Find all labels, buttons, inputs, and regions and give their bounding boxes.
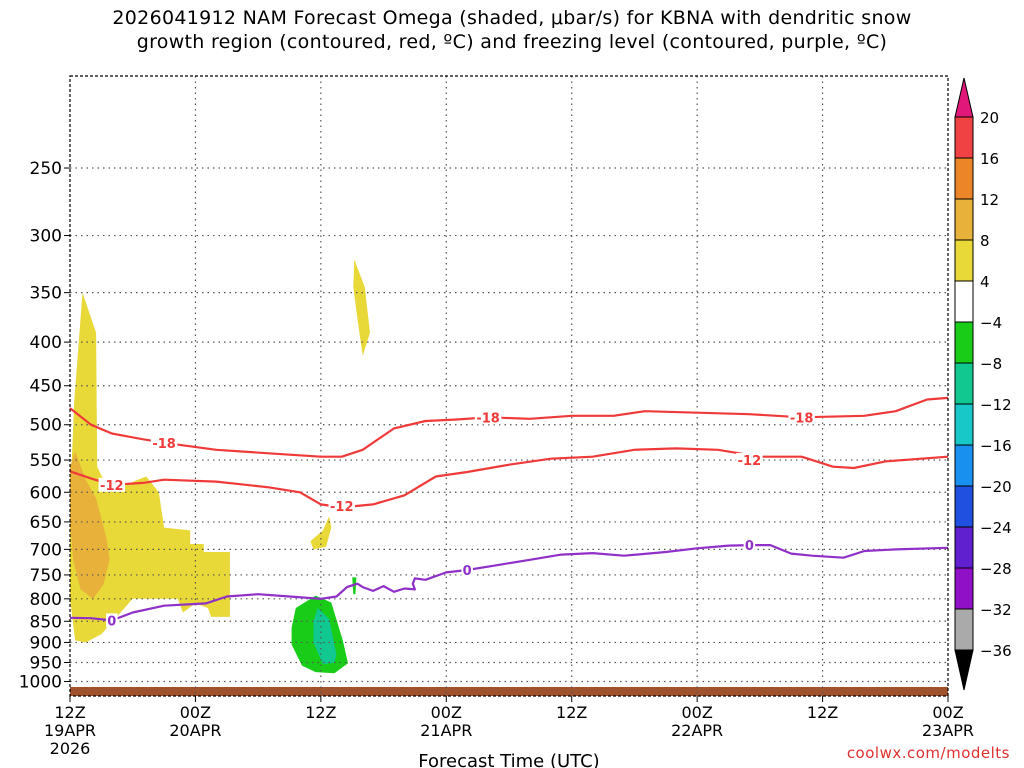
colorbar-band-7 <box>954 403 974 446</box>
y-tick-label-300: 300 <box>30 227 62 247</box>
omega-region-3 <box>353 259 370 356</box>
y-tick-label-900: 900 <box>30 633 62 653</box>
x-tick-label-84-l1: 00Z <box>932 703 963 722</box>
colorbar-band-0 <box>954 116 974 159</box>
contour-label-bg-1-1 <box>328 499 356 514</box>
x-tick-label-0-l3: 2026 <box>50 739 91 758</box>
contour-label-bg-2-1 <box>461 562 473 577</box>
contour-label-2-1: 0 <box>463 564 472 579</box>
colorbar-band-8 <box>954 444 974 487</box>
colorbar-band-5 <box>954 321 974 364</box>
colorbar-band-4 <box>954 280 974 323</box>
y-tick-label-450: 450 <box>30 377 62 397</box>
y-tick-label-550: 550 <box>30 451 62 471</box>
contour-label-bg-2-0 <box>106 613 118 628</box>
contour-label-1-0: -12 <box>100 479 124 494</box>
y-tick-label-700: 700 <box>30 540 62 560</box>
colorbar-label-2: 12 <box>980 191 999 209</box>
contour-label-0-2: -18 <box>790 411 814 426</box>
contour-label-bg-1-2 <box>736 453 763 468</box>
colorbar-label-12: −32 <box>980 601 1012 619</box>
x-tick-label-12-l2: 20APR <box>169 721 221 740</box>
contour-label-bg-1-0 <box>98 477 126 492</box>
y-tick-label-250: 250 <box>30 159 62 179</box>
y-tick-label-600: 600 <box>30 483 62 503</box>
contour-label-bg-0-2 <box>788 410 815 425</box>
x-tick-label-24-l1: 12Z <box>305 703 336 722</box>
contour-label-1-2: -12 <box>738 454 762 469</box>
omega-region-1 <box>70 451 110 599</box>
contour-label-bg-0-0 <box>150 435 178 450</box>
colorbar-band-10 <box>954 526 974 569</box>
x-tick-label-60-l2: 22APR <box>671 721 723 740</box>
terrain-fill <box>70 686 948 696</box>
axes-layer: 2503003504004505005506006507007508008509… <box>19 75 974 758</box>
contour-layer: -18 -18 -18 -12 -12 -12 0 0 0 <box>69 396 949 629</box>
contour-line-2 <box>69 543 949 622</box>
x-tick-label-0-l1: 12Z <box>54 703 85 722</box>
y-tick-label-350: 350 <box>30 284 62 304</box>
grid-layer <box>70 76 948 696</box>
colorbar-label-5: −4 <box>980 314 1002 332</box>
y-tick-label-950: 950 <box>30 653 62 673</box>
y-tick-label-650: 650 <box>30 513 62 533</box>
x-tick-label-36-l1: 00Z <box>431 703 462 722</box>
x-tick-label-72-l1: 12Z <box>807 703 838 722</box>
colorbar-band-9 <box>954 485 974 528</box>
x-tick-label-12-l1: 00Z <box>180 703 211 722</box>
colorbar-label-9: −20 <box>980 478 1012 496</box>
x-tick-label-36-l2: 21APR <box>420 721 472 740</box>
colorbar: 20 16 12 8 4 −4 −8 −12 −16 −20 −24 −28 −32 −36 <box>954 77 1012 691</box>
title-line-2: growth region (contoured, red, ºC) and f… <box>136 31 888 53</box>
omega-shading-layer <box>70 259 370 674</box>
y-tick-label-400: 400 <box>30 333 62 353</box>
x-axis-label: Forecast Time (UTC) <box>418 751 599 768</box>
contour-line-1 <box>69 447 949 509</box>
contour-label-bg-2-2 <box>743 538 756 553</box>
contour-label-2-0: 0 <box>107 614 116 629</box>
colorbar-band-12 <box>954 608 974 651</box>
contour-label-bg-0-1 <box>474 410 502 425</box>
colorbar-band-11 <box>954 567 974 610</box>
contour-label-0-1: -18 <box>476 411 500 426</box>
colorbar-label-8: −16 <box>980 437 1012 455</box>
x-tick-label-84-l2: 23APR <box>922 721 974 740</box>
title-line-1: 2026041912 NAM Forecast Omega (shaded, μ… <box>112 7 912 29</box>
y-tick-label-750: 750 <box>30 566 62 586</box>
colorbar-label-6: −8 <box>980 355 1002 373</box>
colorbar-band-6 <box>954 362 974 405</box>
y-tick-label-800: 800 <box>30 590 62 610</box>
y-tick-label-500: 500 <box>30 416 62 436</box>
y-tick-label-850: 850 <box>30 612 62 632</box>
contour-label-0-0: -18 <box>152 437 176 452</box>
colorbar-label-7: −12 <box>980 396 1012 414</box>
colorbar-band-1 <box>954 157 974 200</box>
colorbar-band-3 <box>954 239 974 282</box>
colorbar-label-4: 4 <box>980 273 990 291</box>
colorbar-label-11: −28 <box>980 560 1012 578</box>
x-tick-label-0-l2: 19APR <box>44 721 96 740</box>
contour-label-2-2: 0 <box>745 539 754 554</box>
omega-region-5 <box>313 608 337 665</box>
contour-label-1-1: -12 <box>330 500 354 515</box>
chart-title: 2026041912 NAM Forecast Omega (shaded, μ… <box>0 6 1024 54</box>
y-tick-label-1000: 1000 <box>19 672 62 692</box>
x-tick-label-60-l1: 00Z <box>681 703 712 722</box>
terrain-layer <box>70 686 948 696</box>
colorbar-label-1: 16 <box>980 150 999 168</box>
omega-region-0 <box>70 292 230 643</box>
colorbar-label-13: −36 <box>980 642 1012 660</box>
colorbar-top-arrow <box>954 77 974 118</box>
x-tick-label-48-l1: 12Z <box>556 703 587 722</box>
colorbar-bottom-arrow <box>954 649 974 691</box>
colorbar-label-3: 8 <box>980 232 990 250</box>
colorbar-label-0: 20 <box>980 109 999 127</box>
credit-link[interactable]: coolwx.com/modelts <box>846 744 1010 762</box>
contour-line-0 <box>69 396 949 458</box>
colorbar-band-2 <box>954 198 974 241</box>
colorbar-label-10: −24 <box>980 519 1012 537</box>
